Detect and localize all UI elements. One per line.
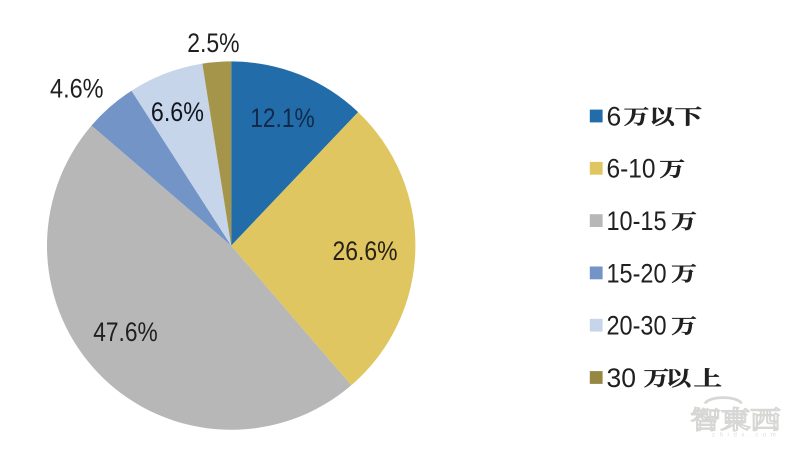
svg-text:4.6%: 4.6% (50, 73, 104, 103)
svg-text:20-30: 20-30 (607, 311, 667, 341)
svg-text:zhidx.com: zhidx.com (712, 433, 780, 439)
svg-text:6-10: 6-10 (607, 154, 656, 184)
svg-text:10-15: 10-15 (607, 206, 667, 236)
svg-text:26.6%: 26.6% (333, 236, 398, 266)
svg-text:6.6%: 6.6% (151, 97, 204, 127)
svg-text:2.5%: 2.5% (187, 28, 239, 58)
svg-text:30: 30 (607, 363, 636, 393)
svg-text:6: 6 (607, 101, 622, 131)
svg-text:12.1%: 12.1% (250, 103, 315, 133)
svg-text:47.6%: 47.6% (93, 317, 158, 347)
svg-text:15-20: 15-20 (607, 258, 667, 288)
